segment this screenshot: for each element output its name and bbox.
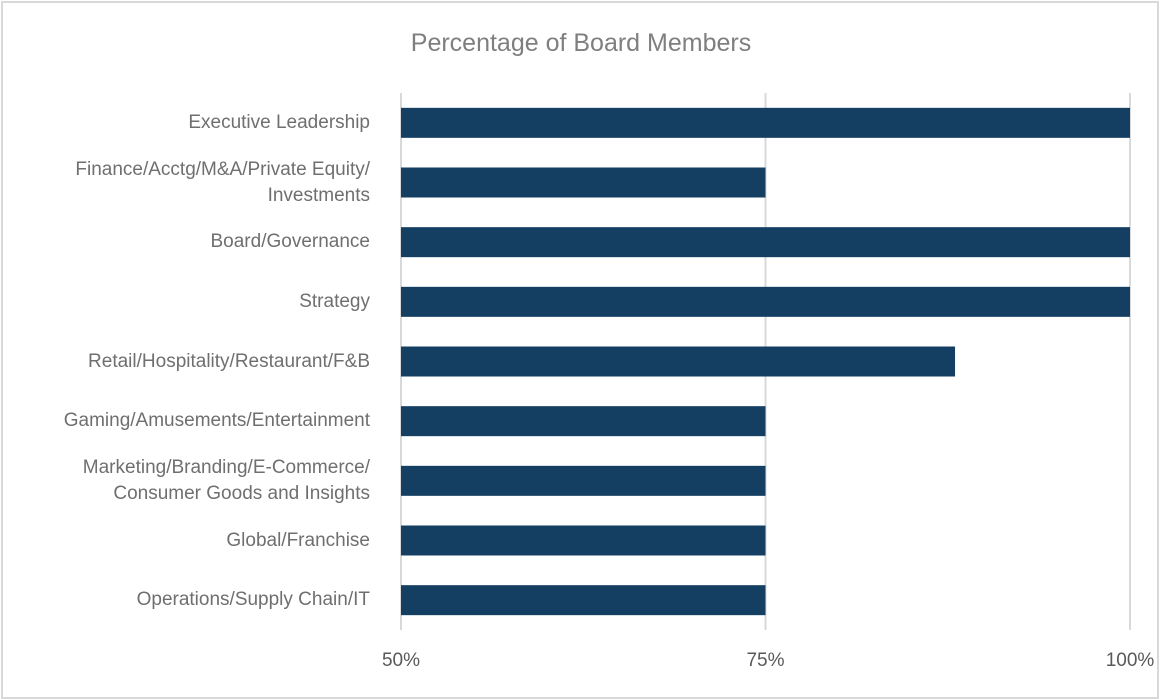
category-label-line: Gaming/Amusements/Entertainment bbox=[63, 410, 370, 432]
category-label-line: Consumer Goods and Insights bbox=[113, 482, 370, 504]
bar-7 bbox=[401, 525, 766, 556]
bar-2 bbox=[401, 227, 1130, 258]
bar-3 bbox=[401, 286, 1130, 317]
bar-6 bbox=[401, 465, 766, 496]
category-label-line: Investments bbox=[267, 184, 370, 206]
category-label: Finance/Acctg/M&A/Private Equity/Investm… bbox=[10, 157, 370, 209]
category-label: Board/Governance bbox=[10, 229, 371, 255]
category-label-line: Retail/Hospitality/Restaurant/F&B bbox=[88, 350, 370, 372]
x-tick-label: 100% bbox=[1105, 650, 1155, 671]
category-label: Gaming/Amusements/Entertainment bbox=[10, 408, 370, 434]
category-label-line: Finance/Acctg/M&A/Private Equity/ bbox=[75, 158, 370, 180]
category-label: Operations/Supply Chain/IT bbox=[10, 587, 370, 613]
bar-0 bbox=[401, 107, 1130, 138]
bar-1 bbox=[401, 167, 766, 198]
category-label: Executive Leadership bbox=[10, 110, 370, 136]
x-tick-label: 50% bbox=[381, 650, 421, 671]
bar-5 bbox=[401, 406, 766, 437]
bar-4 bbox=[401, 346, 956, 377]
category-label: Marketing/Branding/E-Commerce/Consumer G… bbox=[10, 455, 370, 507]
category-label-line: Global/Franchise bbox=[226, 529, 370, 551]
category-label: Retail/Hospitality/Restaurant/F&B bbox=[10, 349, 370, 375]
category-label-line: Marketing/Branding/E-Commerce/ bbox=[82, 456, 370, 478]
category-label-line: Operations/Supply Chain/IT bbox=[136, 589, 370, 611]
chart-title: Percentage of Board Members bbox=[410, 29, 752, 57]
category-label: Global/Franchise bbox=[10, 528, 370, 554]
category-label-line: Strategy bbox=[299, 290, 370, 312]
bar-8 bbox=[401, 585, 766, 616]
x-tick-label: 75% bbox=[746, 650, 785, 671]
category-label-line: Board/Governance bbox=[210, 231, 371, 253]
category-label-line: Executive Leadership bbox=[188, 111, 370, 133]
category-label: Strategy bbox=[10, 289, 370, 315]
